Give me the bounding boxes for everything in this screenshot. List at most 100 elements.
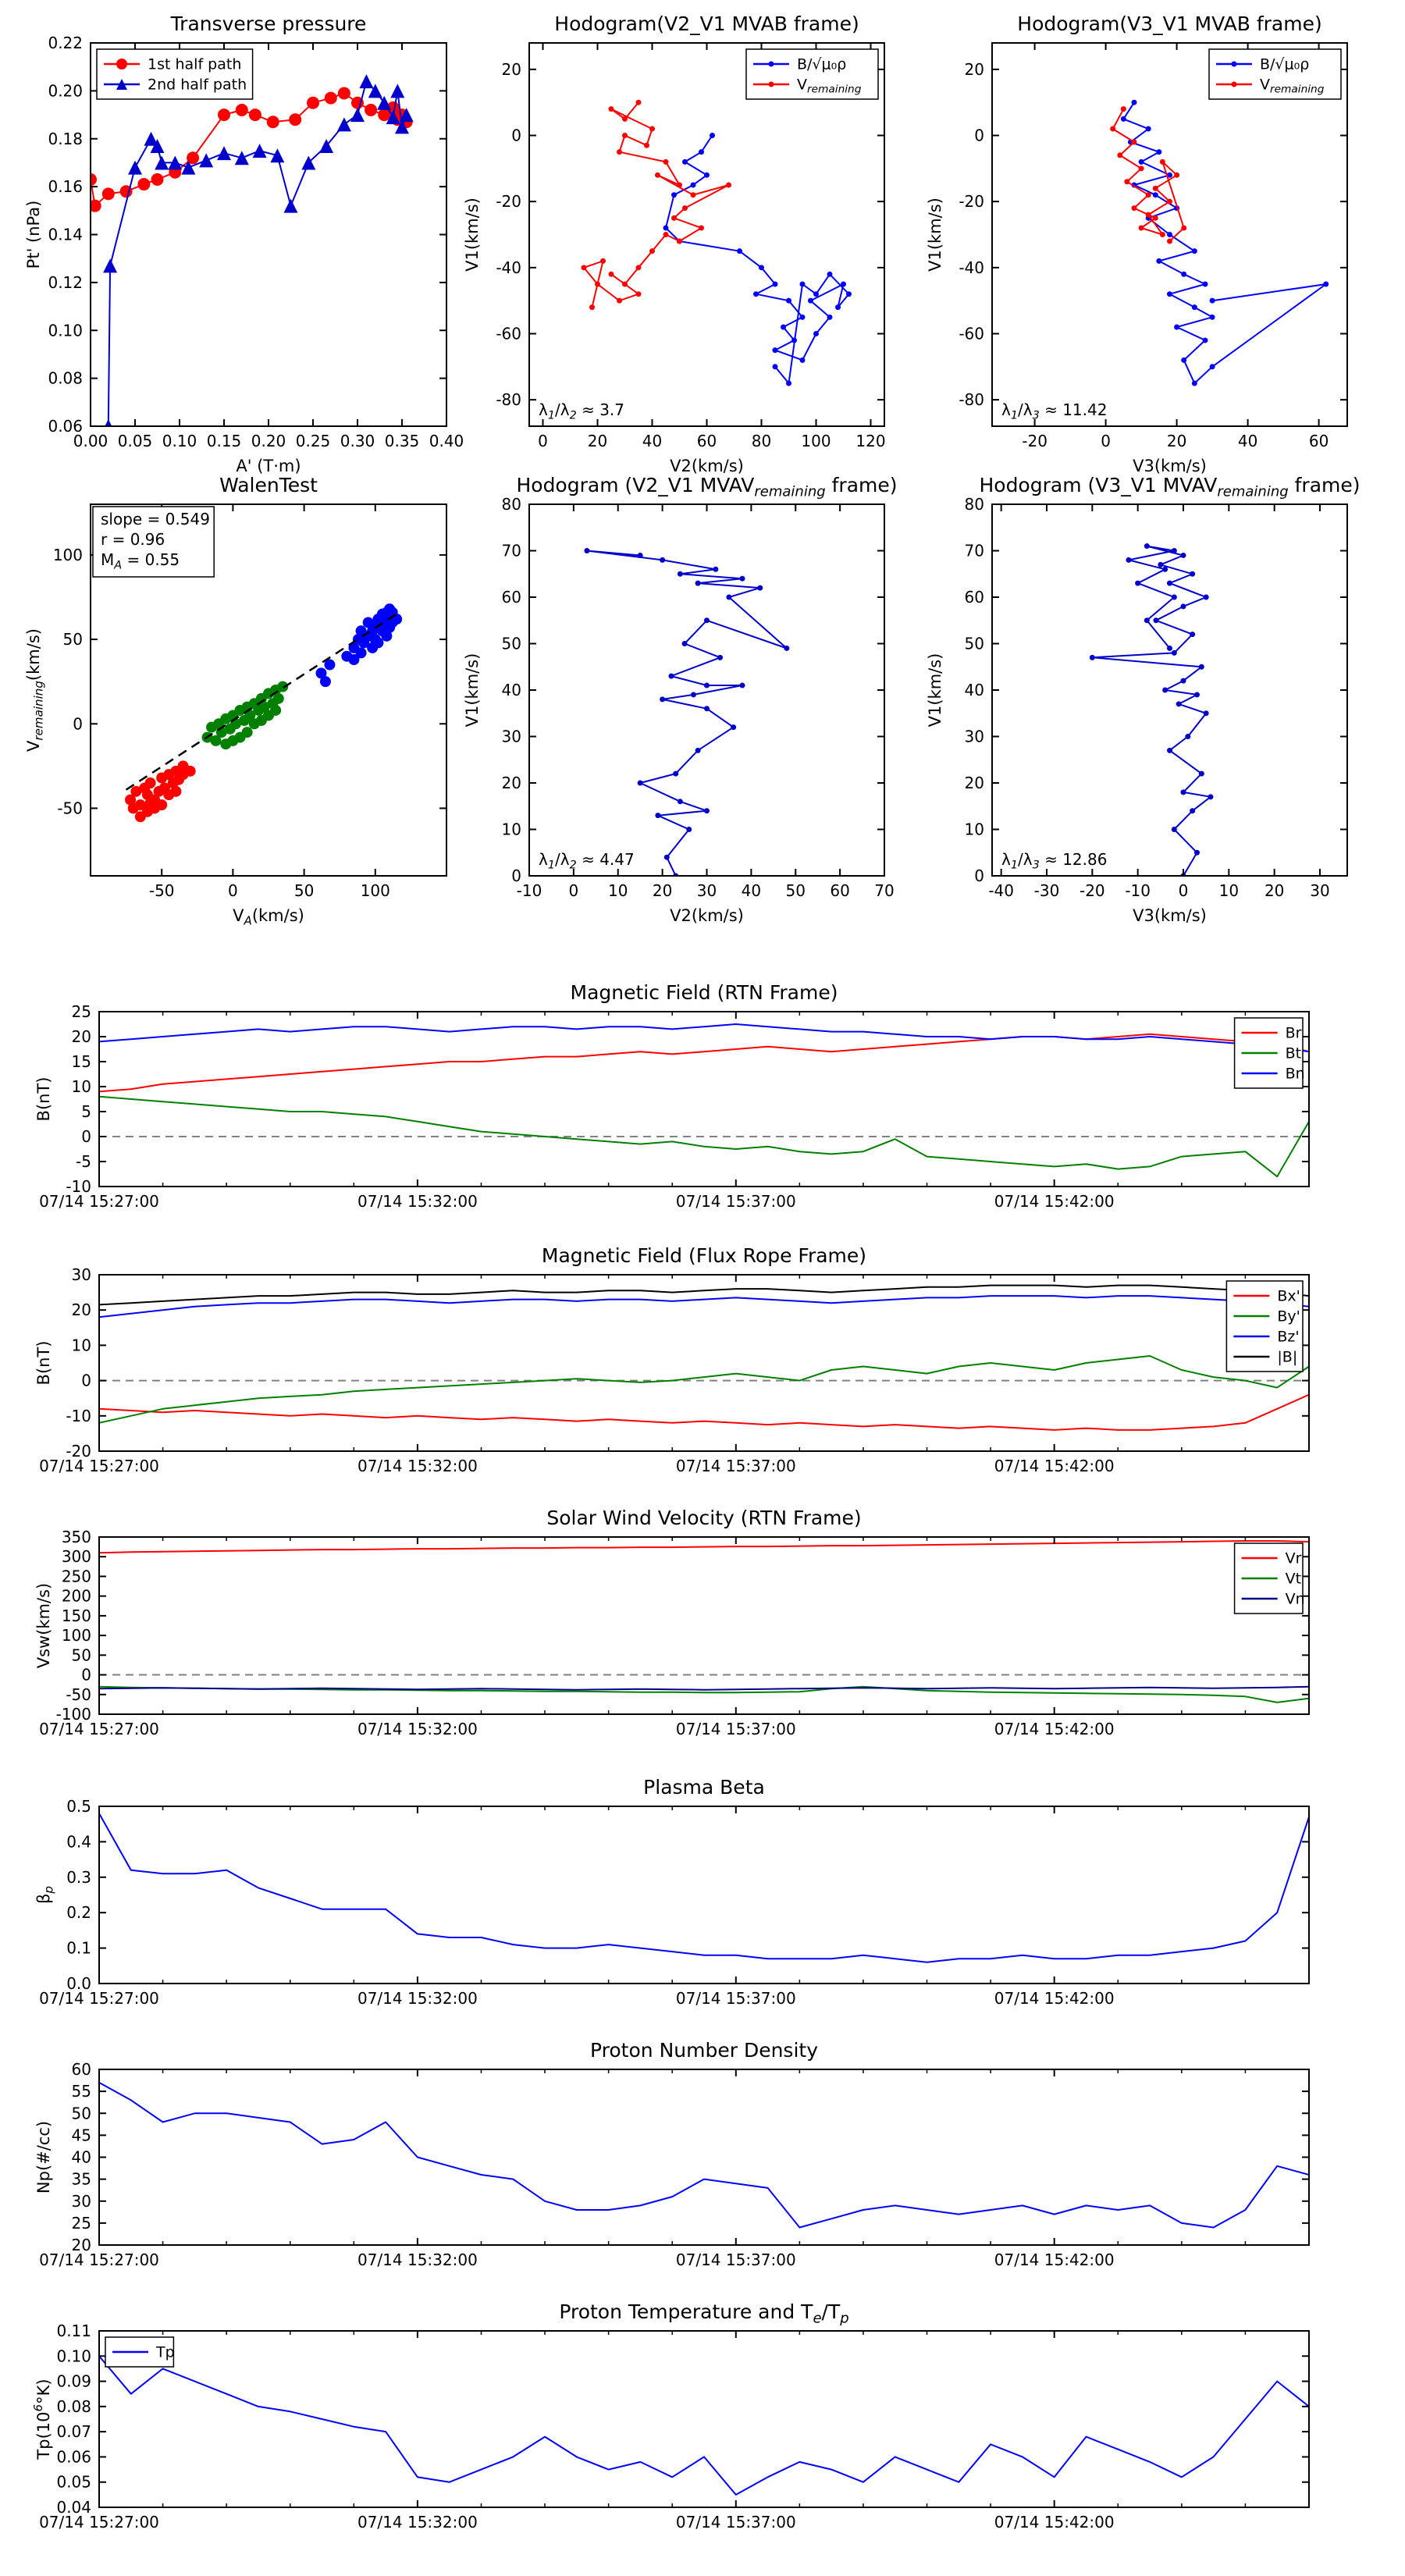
y-axis-label: Vremaining(km/s) <box>24 628 46 752</box>
x-tick-label: 120 <box>855 432 885 450</box>
series-Bt <box>99 1095 1309 1178</box>
series-layer <box>99 1540 1309 1703</box>
y-tick-label: -40 <box>959 258 984 277</box>
y-tick-label: 0.06 <box>48 417 83 436</box>
y-tick-label: 25 <box>72 1002 91 1021</box>
legend-label: 1st half path <box>148 56 241 73</box>
x-axis-label: V2(km/s) <box>670 906 744 925</box>
y-tick-label: 55 <box>72 2082 91 2101</box>
y-tick-label: 100 <box>53 546 83 564</box>
y-tick-label: 60 <box>72 2060 91 2079</box>
x-axis-label: V3(km/s) <box>1133 906 1207 925</box>
series-Bx' <box>99 1393 1309 1431</box>
x-tick-label: 50 <box>294 881 314 900</box>
axes-frame <box>90 503 447 877</box>
y-axis-label: V1(km/s) <box>463 653 482 728</box>
y-tick-label: 70 <box>965 542 984 560</box>
series-Vr <box>99 1540 1309 1554</box>
y-tick-label: 0 <box>81 1666 91 1685</box>
panel-magnetic-field-rtn: Magnetic Field (RTN Frame) 07/14 15:27:00… <box>29 977 1329 1219</box>
x-tick-label: 0.25 <box>296 432 331 450</box>
ticks: 07/14 15:27:00 07/14 15:32:00 07/14 15:37:… <box>39 1528 1310 1738</box>
legend: Vr Vt Vn <box>1233 1542 1305 1614</box>
y-tick-label: 30 <box>72 2192 91 2211</box>
axes-frame <box>98 1806 1310 1984</box>
y-axis-label: V1(km/s) <box>926 197 944 272</box>
x-tick-label: 07/14 15:32:00 <box>357 1989 478 2008</box>
panel-hodogram-v2v1-mvav: Hodogram (V2_V1 MVAVremaining frame) -10 0… <box>455 467 903 932</box>
series-2nd half <box>315 603 403 688</box>
y-tick-label: 0.04 <box>56 2498 91 2517</box>
y-tick-label: 10 <box>72 1077 91 1096</box>
series-layer <box>1110 99 1329 386</box>
series-1st half <box>125 760 196 823</box>
y-tick-label: 0.05 <box>56 2473 91 2492</box>
y-tick-label: 0.09 <box>56 2372 91 2391</box>
x-tick-label: 60 <box>697 432 717 450</box>
legend: Br Bt Bn <box>1233 1017 1305 1089</box>
y-tick-label: 0.10 <box>48 321 83 340</box>
y-tick-label: -5 <box>76 1152 91 1171</box>
x-tick-label: 0.00 <box>73 432 108 450</box>
series-Bn <box>99 1023 1309 1053</box>
y-tick-label: 60 <box>965 588 984 607</box>
chart-solar-wind-velocity-rtn: Solar Wind Velocity (RTN Frame)07/14 15:… <box>34 1507 1310 1738</box>
y-axis-label: V1(km/s) <box>463 197 482 272</box>
x-tick-label: 0.35 <box>385 432 420 450</box>
y-axis-label: B(nT) <box>34 1341 53 1386</box>
y-tick-label: 150 <box>62 1606 91 1625</box>
x-tick-label: 07/14 15:37:00 <box>676 1457 796 1475</box>
stats-line: slope = 0.549 <box>101 510 210 528</box>
x-tick-label: 07/14 15:32:00 <box>357 2250 478 2269</box>
series-layer <box>99 1284 1309 1431</box>
series-V_{remaining} <box>1110 106 1187 244</box>
y-tick-label: 50 <box>72 2104 91 2122</box>
y-tick-label: 250 <box>62 1567 91 1585</box>
x-axis-label: VA(km/s) <box>233 906 304 928</box>
y-tick-label: 40 <box>502 681 521 699</box>
chart-title: Proton Temperature and Te/Tp <box>559 2300 848 2327</box>
axes-frame <box>90 42 447 427</box>
y-tick-label: 0 <box>73 714 83 733</box>
axes-frame <box>98 2069 1310 2246</box>
legend-label: Vremaining <box>797 76 862 96</box>
x-tick-label: 30 <box>697 881 717 900</box>
series-layer <box>1089 543 1214 876</box>
x-axis-label: V2(km/s) <box>670 457 744 475</box>
y-tick-label: 300 <box>62 1547 91 1566</box>
y-tick-label: 30 <box>72 1265 91 1284</box>
chart-title: Transverse pressure <box>170 12 367 35</box>
y-tick-label: 70 <box>502 542 521 560</box>
x-tick-label: -50 <box>149 881 175 900</box>
x-tick-label: 20 <box>1167 432 1186 450</box>
x-tick-label: 07/14 15:32:00 <box>357 1720 478 1738</box>
x-tick-label: -20 <box>1080 881 1105 900</box>
y-tick-label: 0.22 <box>48 34 83 52</box>
x-tick-label: 0 <box>1101 432 1111 450</box>
series-layer <box>91 74 414 426</box>
axes-frame <box>528 42 885 427</box>
chart-magnetic-field-rtn: Magnetic Field (RTN Frame)07/14 15:27:00… <box>34 981 1310 1211</box>
y-tick-label: 60 <box>502 588 521 607</box>
x-tick-label: 0 <box>1179 881 1189 900</box>
x-tick-label: -10 <box>517 881 542 900</box>
panel-walen-test: WalenTest -50 0 50 100 -50 0 50 100 VA(km/s) Vrema… <box>16 467 465 932</box>
x-tick-label: 50 <box>786 881 806 900</box>
legend-label: Bz' <box>1277 1329 1299 1346</box>
y-tick-label: 100 <box>62 1626 91 1645</box>
y-tick-label: -60 <box>496 324 521 343</box>
chart-title: Hodogram(V2_V1 MVAB frame) <box>554 12 859 35</box>
y-tick-label: 0.06 <box>56 2447 91 2466</box>
y-tick-label: 0.0 <box>66 1974 91 1993</box>
y-tick-label: -50 <box>66 1685 91 1704</box>
y-axis-label: Pt' (nPa) <box>24 201 43 269</box>
y-tick-label: 0.20 <box>48 81 83 100</box>
ticks: 07/14 15:27:00 07/14 15:32:00 07/14 15:37:… <box>39 1797 1310 2008</box>
chart-title: Hodogram(V3_V1 MVAB frame) <box>1017 12 1321 35</box>
y-tick-label: 20 <box>502 774 521 792</box>
x-tick-label: 07/14 15:27:00 <box>39 2513 159 2532</box>
y-axis-label: βp <box>34 1886 56 1904</box>
series-layer <box>99 1813 1309 1963</box>
